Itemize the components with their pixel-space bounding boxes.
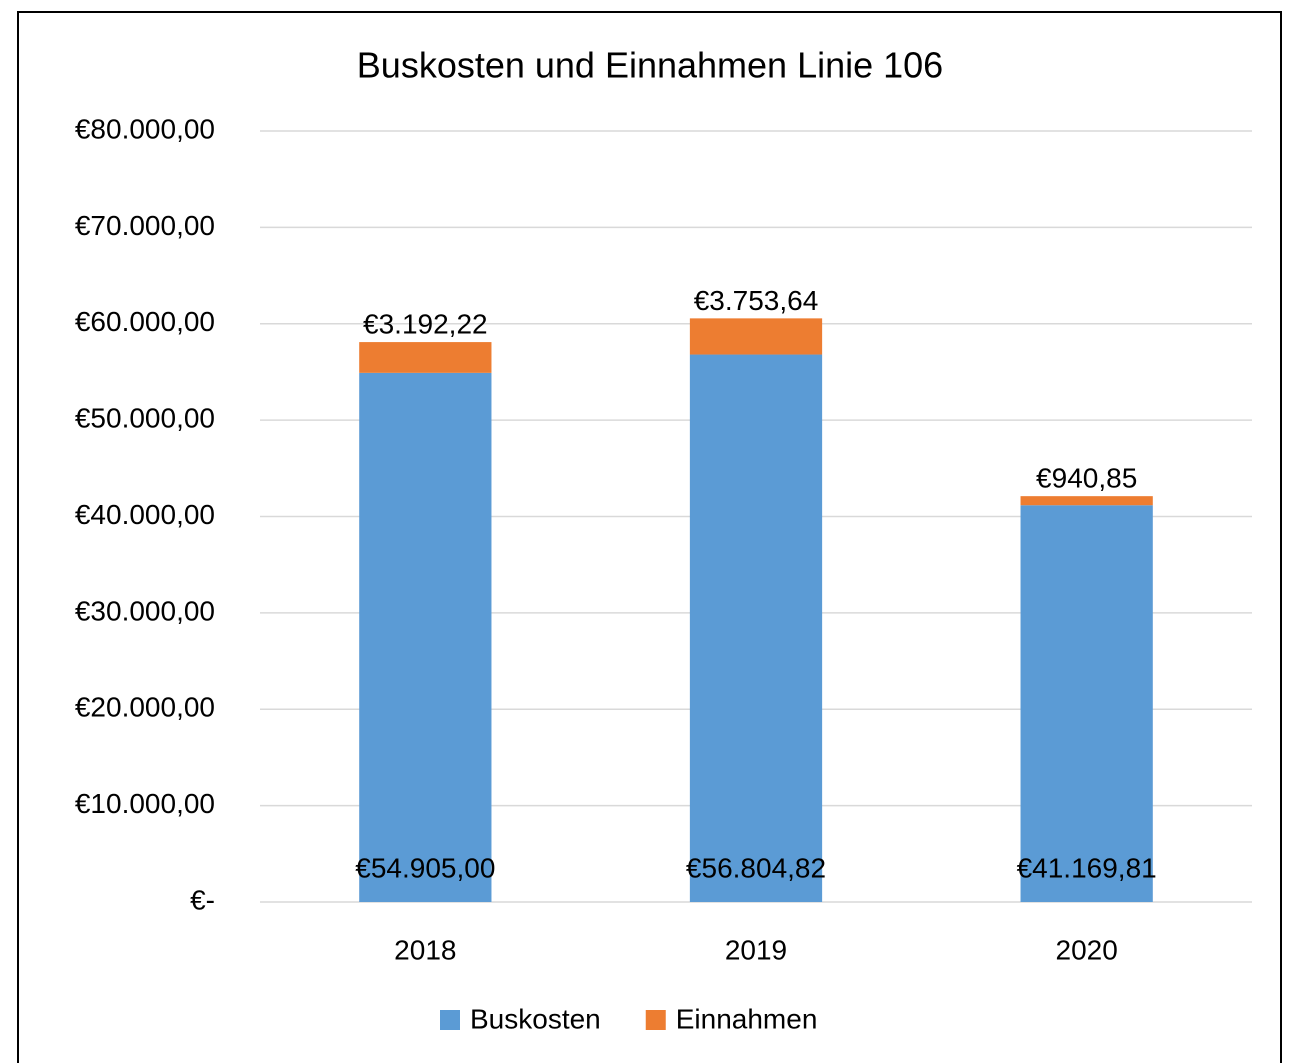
x-tick-label: 2020 <box>1056 934 1118 965</box>
legend-swatch <box>645 1010 666 1030</box>
y-tick-label: €- <box>190 884 215 915</box>
legend-label: Einnahmen <box>676 1003 818 1034</box>
data-label: €3.753,64 <box>694 285 819 316</box>
y-tick-label: €80.000,00 <box>75 113 215 144</box>
x-tick-label: 2018 <box>394 934 456 965</box>
y-tick-label: €50.000,00 <box>75 403 215 434</box>
bar-segment <box>689 354 823 902</box>
data-label: €41.169,81 <box>1017 852 1157 883</box>
y-tick-label: €30.000,00 <box>75 595 215 626</box>
data-label: €54.905,00 <box>355 852 495 883</box>
data-label: €940,85 <box>1036 463 1137 494</box>
legend-label: Buskosten <box>470 1003 601 1034</box>
y-tick-label: €70.000,00 <box>75 210 215 241</box>
bar-segment <box>1020 496 1153 506</box>
y-tick-label: €60.000,00 <box>75 306 215 337</box>
y-tick-label: €40.000,00 <box>75 499 215 530</box>
bar-segment <box>359 372 492 903</box>
x-tick-label: 2019 <box>725 934 787 965</box>
y-tick-label: €10.000,00 <box>75 788 215 819</box>
bar-segment <box>359 342 492 373</box>
data-label: €3.192,22 <box>363 308 488 339</box>
y-tick-label: €20.000,00 <box>75 692 215 723</box>
data-label: €56.804,82 <box>686 852 826 883</box>
chart-title: Buskosten und Einnahmen Linie 106 <box>357 45 943 86</box>
legend-swatch <box>440 1010 460 1030</box>
bar-segment <box>689 318 823 355</box>
bar-segment <box>1020 505 1153 902</box>
